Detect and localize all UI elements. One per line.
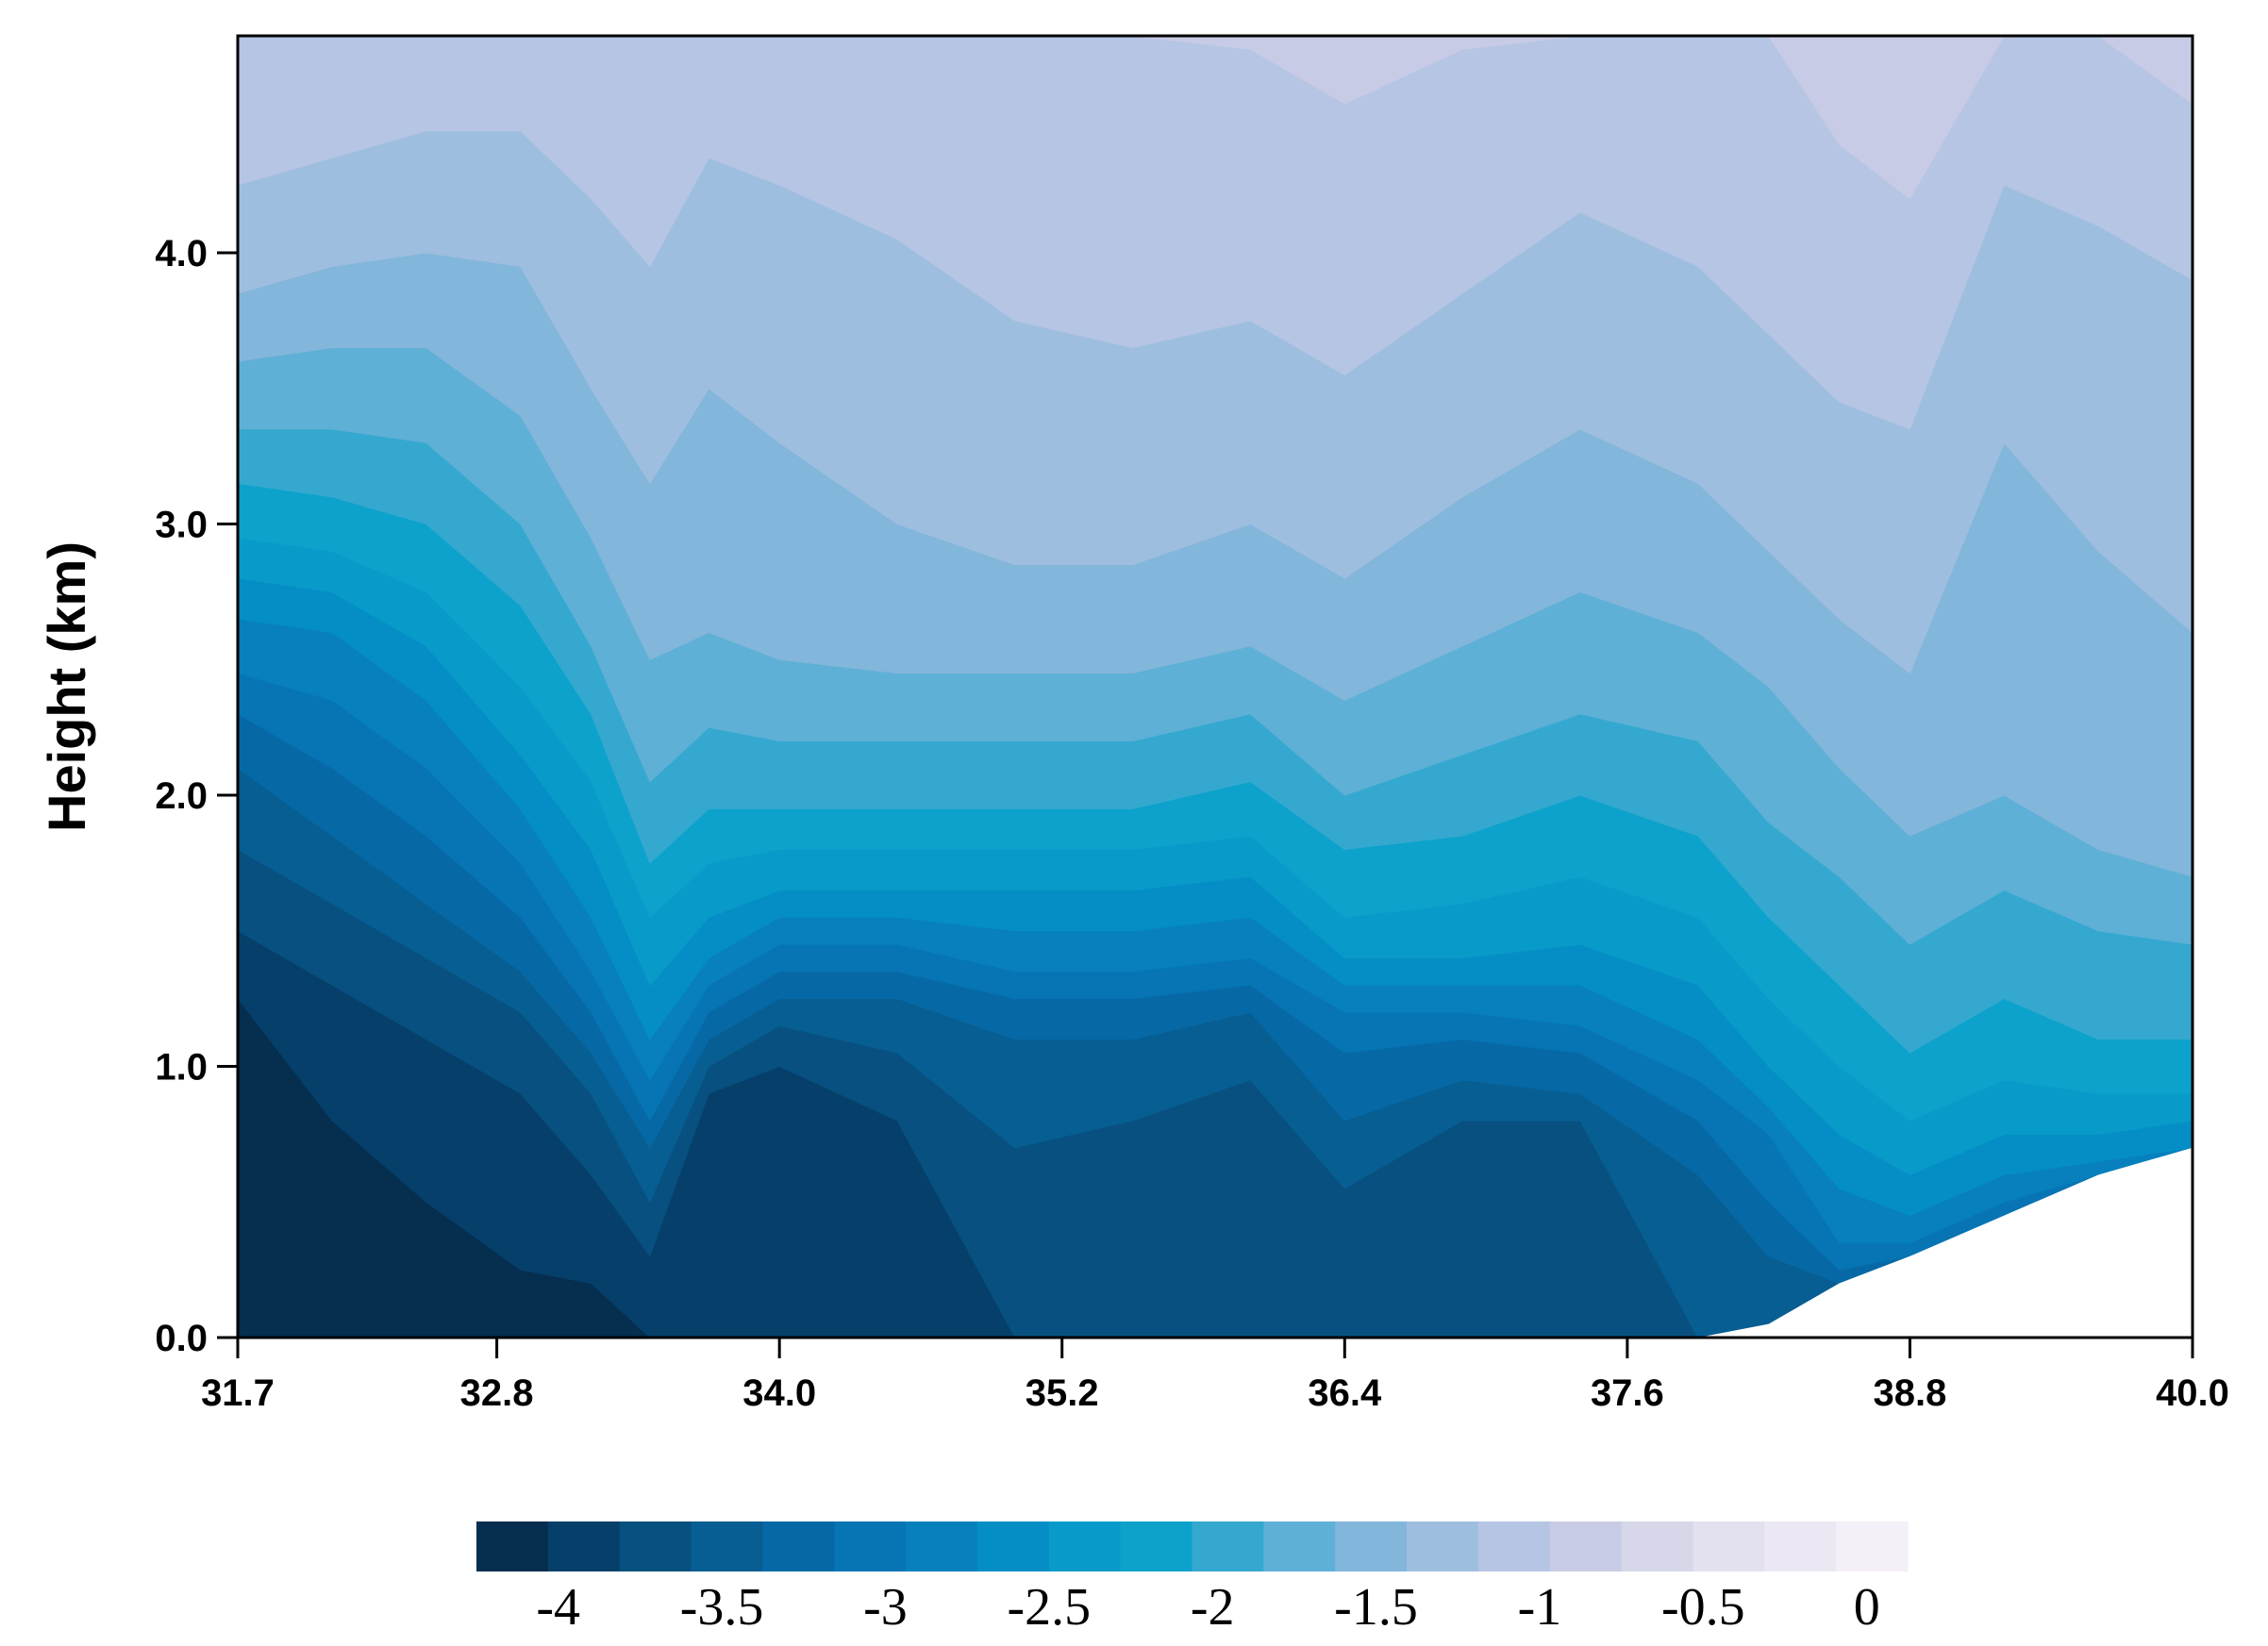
x-tick-label: 34.0 xyxy=(742,1372,816,1414)
colorbar-tick-label: -1.5 xyxy=(1334,1578,1418,1637)
y-tick-label: 3.0 xyxy=(155,505,208,546)
y-axis-title: Height (km) xyxy=(37,541,96,832)
colorbar-cell xyxy=(1693,1521,1765,1571)
colorbar-cell xyxy=(1335,1521,1408,1571)
x-axis: 31.7 32.8 34.0 35.2 36.4 37.6 38.8 40.0 xyxy=(201,1338,2229,1414)
colorbar-cell xyxy=(476,1521,549,1571)
colorbar-tick-label: -2 xyxy=(1191,1578,1235,1637)
colorbar-cells xyxy=(476,1521,1909,1571)
colorbar-cell xyxy=(1764,1521,1837,1571)
y-axis: 0.0 1.0 2.0 3.0 4.0 xyxy=(155,233,238,1359)
colorbar-cell xyxy=(1549,1521,1623,1571)
colorbar: -4 -3.5 -3 -2.5 -2 -1.5 -1 -0.5 0 xyxy=(476,1521,1909,1637)
colorbar-cell xyxy=(547,1521,621,1571)
terrain-mask xyxy=(238,1147,2193,1338)
y-tick-label: 2.0 xyxy=(155,775,208,817)
colorbar-cell xyxy=(1407,1521,1479,1571)
x-tick-label: 35.2 xyxy=(1026,1372,1099,1414)
colorbar-cell xyxy=(1120,1521,1193,1571)
colorbar-cell xyxy=(834,1521,907,1571)
plot-area xyxy=(236,34,2194,1339)
y-tick-label: 0.0 xyxy=(155,1318,208,1359)
colorbar-tick-label: -1 xyxy=(1518,1578,1562,1637)
colorbar-cell xyxy=(906,1521,978,1571)
x-tick-label: 32.8 xyxy=(460,1372,534,1414)
colorbar-cell xyxy=(976,1521,1050,1571)
colorbar-cell xyxy=(1048,1521,1122,1571)
colorbar-labels: -4 -3.5 -3 -2.5 -2 -1.5 -1 -0.5 0 xyxy=(536,1578,1879,1637)
x-tick-label: 38.8 xyxy=(1874,1372,1947,1414)
colorbar-cell xyxy=(1621,1521,1694,1571)
x-tick-label: 37.6 xyxy=(1591,1372,1664,1414)
x-tick-label: 31.7 xyxy=(201,1372,275,1414)
colorbar-tick-label: 0 xyxy=(1854,1578,1880,1637)
colorbar-cell xyxy=(619,1521,692,1571)
y-tick-label: 1.0 xyxy=(155,1047,208,1089)
plot-frame xyxy=(236,34,2194,1339)
colorbar-tick-label: -3 xyxy=(863,1578,908,1637)
colorbar-tick-label: -3.5 xyxy=(680,1578,764,1637)
colorbar-tick-label: -4 xyxy=(536,1578,580,1637)
colorbar-cell xyxy=(1477,1521,1551,1571)
x-tick-label: 36.4 xyxy=(1308,1372,1382,1414)
y-tick-label: 4.0 xyxy=(155,233,208,274)
colorbar-cell xyxy=(1192,1521,1264,1571)
colorbar-tick-label: -2.5 xyxy=(1007,1578,1091,1637)
x-tick-label: 40.0 xyxy=(2156,1372,2229,1414)
colorbar-cell xyxy=(1263,1521,1336,1571)
contour-fill-layers xyxy=(237,35,2193,1338)
colorbar-tick-label: -0.5 xyxy=(1661,1578,1745,1637)
colorbar-cell xyxy=(762,1521,835,1571)
colorbar-cell xyxy=(691,1521,763,1571)
colorbar-cell xyxy=(1836,1521,1909,1571)
